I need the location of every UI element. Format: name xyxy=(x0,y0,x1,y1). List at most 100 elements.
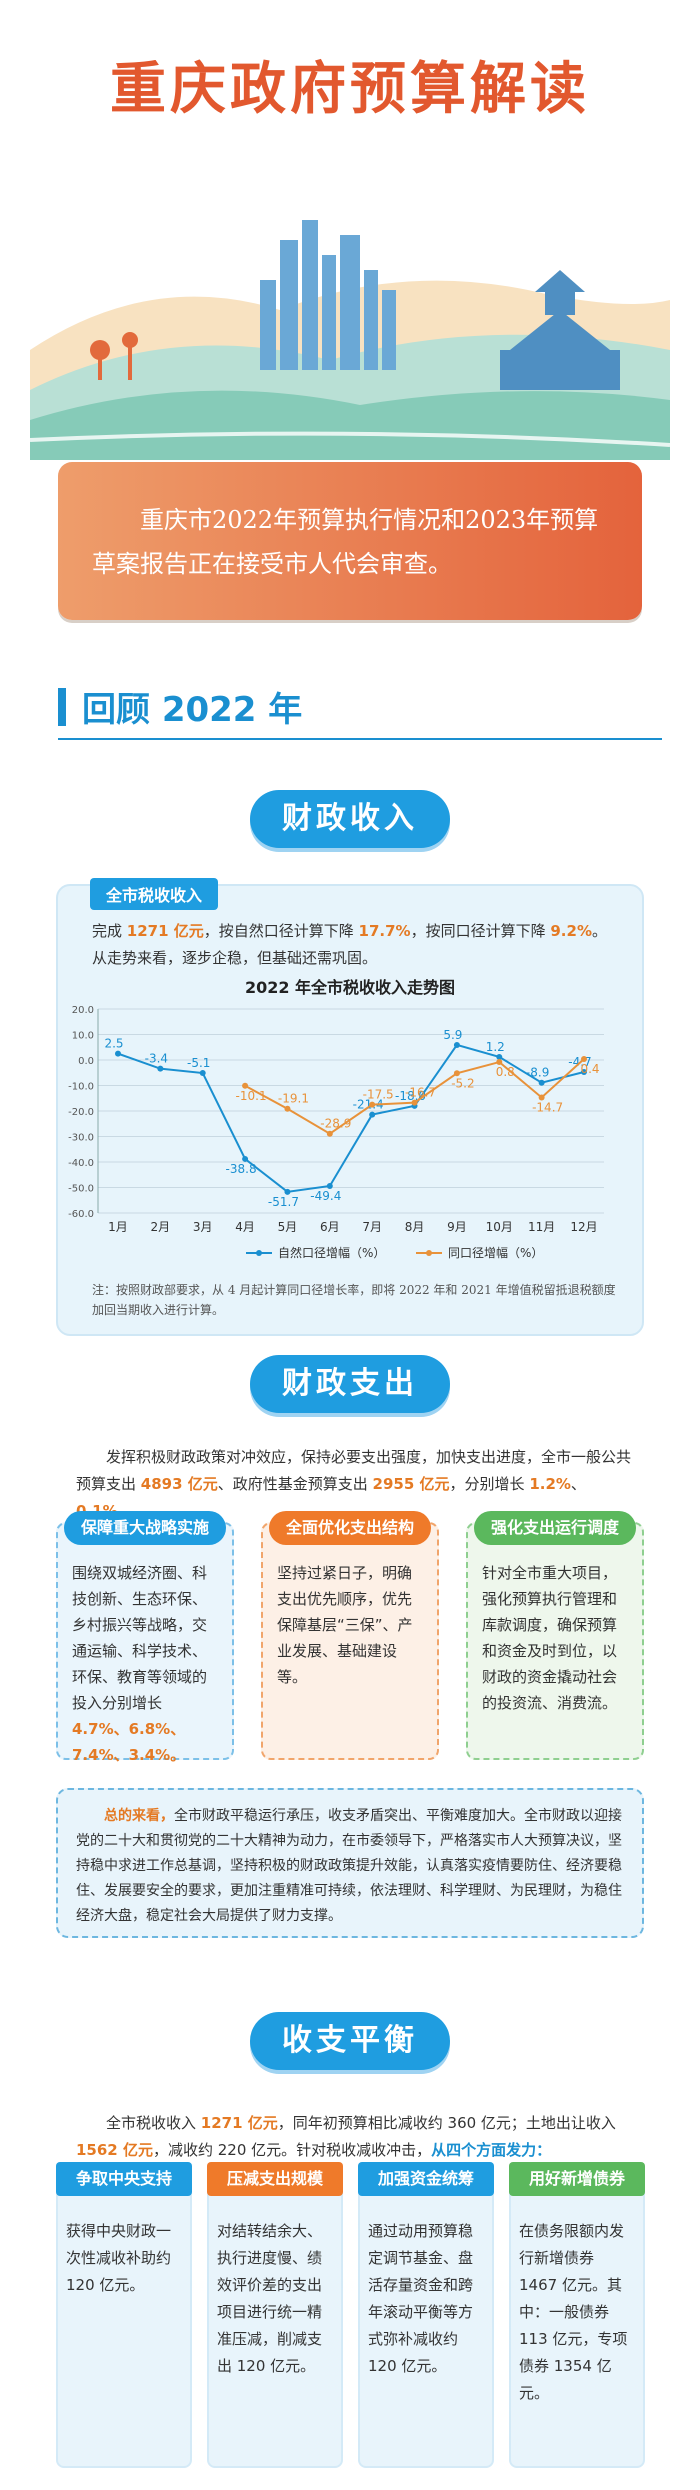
intro-text: 重庆市2022年预算执行情况和2023年预算草案报告正在接受市人代会审查。 xyxy=(92,506,599,578)
x-tick-label: 1月 xyxy=(108,1220,128,1234)
summary-lead: 总的来看， xyxy=(104,1808,174,1824)
intro-banner: 重庆市2022年预算执行情况和2023年预算草案报告正在接受市人代会审查。 xyxy=(58,462,642,620)
data-point xyxy=(242,1082,249,1089)
data-point xyxy=(538,1094,545,1101)
four-aspects: 从四个方面发力： xyxy=(431,2141,552,2159)
fund-coordination-title: 加强资金统筹 xyxy=(358,2162,494,2196)
y-tick-label: 0.0 xyxy=(78,1056,94,1067)
growth-rate-1: 1.2% xyxy=(529,1475,571,1493)
dispatch-card-title: 强化支出运行调度 xyxy=(474,1511,636,1545)
data-point xyxy=(326,1130,333,1137)
chart-grid xyxy=(98,1008,604,1214)
data-label: -16.7 xyxy=(405,1086,436,1100)
data-point xyxy=(496,1059,503,1066)
chart-series: 2.5-3.4 -5.1-38.8-51.7 -49.4-21.4-18.05.91… xyxy=(104,1028,599,1209)
data-label: 1.2 xyxy=(486,1040,505,1054)
summary-text: 总的来看，全市财政平稳运行承压，收支矛盾突出、平衡难度加大。全市财政以迎接党的二… xyxy=(76,1804,626,1929)
data-point xyxy=(369,1111,376,1118)
x-tick-label: 5月 xyxy=(278,1220,298,1234)
balance-description: 全市税收收入 1271 亿元，同年初预算相比减收约 360 亿元；土地出让收入 … xyxy=(76,2110,636,2164)
data-label: 0.8 xyxy=(496,1065,515,1079)
data-label: -21.4 xyxy=(353,1098,384,1112)
revenue-footnote: 注：按照财政部要求，从 4 月起计算同口径增长率，即将 2022 年和 2021… xyxy=(92,1283,616,1317)
data-point xyxy=(496,1053,503,1060)
y-tick-label: -20.0 xyxy=(68,1107,94,1118)
heading-underline xyxy=(58,738,662,740)
data-label: -38.8 xyxy=(226,1162,257,1176)
natural-decline: 17.7% xyxy=(358,922,411,940)
chart-title: 2022 年全市税收收入走势图 xyxy=(245,978,455,997)
chart-y-axis: 20.0 10.0 0.0 -10.0 -20.0 -30.0 -40.0 -50.0 -60.… xyxy=(68,1005,99,1220)
data-label: 5.9 xyxy=(443,1028,462,1042)
text-segment: 、 xyxy=(570,1475,586,1493)
fund-budget-amount: 2955 亿元 xyxy=(372,1475,450,1493)
data-point xyxy=(453,1041,460,1048)
legend-label: 自然口径增幅（%） xyxy=(278,1245,385,1260)
cut-spending-title: 压减支出规模 xyxy=(207,2162,343,2196)
data-label: -8.9 xyxy=(526,1066,549,1080)
central-support-card xyxy=(56,2172,192,2468)
data-label: -5.1 xyxy=(187,1056,210,1070)
legend-marker xyxy=(256,1250,262,1256)
x-tick-label: 10月 xyxy=(486,1220,513,1234)
data-label: -3.4 xyxy=(145,1052,168,1066)
new-bonds-title: 用好新增债券 xyxy=(509,2162,645,2196)
x-tick-label: 9月 xyxy=(447,1220,467,1234)
general-budget-amount: 4893 亿元 xyxy=(140,1475,218,1493)
fund-coordination-card xyxy=(358,2172,494,2468)
data-point xyxy=(284,1188,291,1195)
x-tick-label: 12月 xyxy=(570,1220,597,1234)
structure-card-text: 坚持过紧日子，明确支出优先顺序，优先保障基层“三保”、产业发展、基础建设等。 xyxy=(277,1564,413,1686)
data-label: -5.2 xyxy=(451,1076,474,1090)
revenue-amount: 1271 亿元 xyxy=(126,922,204,940)
text-segment: ，按自然口径计算下降 xyxy=(203,922,359,940)
text-segment: 全市财政平稳运行承压，收支矛盾突出、平衡难度加大。全市财政以迎接党的二十大和贯彻… xyxy=(76,1808,622,1924)
dispatch-card xyxy=(466,1522,644,1760)
same-basis-decline: 9.2% xyxy=(550,922,592,940)
new-bonds-card xyxy=(509,2172,645,2468)
text-segment: 发挥积极财政政策对冲效应，保持必要支出强度，加快支出进度，全市一般公共预算支出 xyxy=(76,1448,632,1493)
y-tick-label: -60.0 xyxy=(68,1209,94,1220)
legend-marker xyxy=(426,1250,432,1256)
new-bonds-text: 在债务限额内发行新增债券 1467 亿元。其中：一般债券 113 亿元，专项债券… xyxy=(519,2222,628,2402)
balance-pill: 收支平衡 xyxy=(250,2012,450,2070)
data-label: -10.1 xyxy=(236,1089,267,1103)
data-label: -28.9 xyxy=(320,1117,351,1131)
text-segment: ，按同口径计算下降 xyxy=(410,922,551,940)
chart-legend: 自然口径增幅（%） 同口径增幅（%） xyxy=(246,1245,543,1260)
revenue-description: 完成 1271 亿元，按自然口径计算下降 17.7%，按同口径计算下降 9.2%… xyxy=(92,918,620,972)
x-tick-label: 8月 xyxy=(405,1220,425,1234)
strategy-card xyxy=(56,1522,234,1760)
central-support-text: 获得中央财政一次性减收补助约 120 亿元。 xyxy=(66,2222,172,2294)
data-point xyxy=(581,1068,587,1075)
data-point xyxy=(411,1099,418,1106)
data-label: -19.1 xyxy=(278,1092,309,1106)
revenue-panel xyxy=(56,884,644,1336)
x-tick-label: 11月 xyxy=(528,1220,555,1234)
data-label: 2.5 xyxy=(104,1037,123,1051)
y-tick-label: -50.0 xyxy=(68,1184,94,1195)
fund-coordination-text: 通过动用预算稳定调节基金、盘活存量资金和跨年滚动平衡等方式弥补减收约 120 亿… xyxy=(368,2222,474,2375)
strategy-growth-rates: 4.7%、6.8%、7.4%、3.4%。 xyxy=(72,1720,186,1764)
chart-x-axis: 1月 2月 3月 4月 5月 6月 7月 8月 9月 10月 11月 12月 xyxy=(108,1220,597,1234)
land-amount: 1562 亿元 xyxy=(76,2141,153,2159)
city-skyline-illustration xyxy=(30,220,670,460)
expenditure-pill: 财政支出 xyxy=(250,1355,450,1413)
data-point xyxy=(242,1155,249,1162)
data-label: -51.7 xyxy=(268,1195,299,1209)
cut-spending-card xyxy=(207,2172,343,2468)
text-segment: 。从走势来看，逐步企稳，但基础还需巩固。 xyxy=(92,922,607,967)
series-line-1 xyxy=(117,1043,585,1193)
text-segment: ，分别增长 xyxy=(449,1475,530,1493)
strategy-card-text: 围绕双城经济圈、科技创新、生态环保、乡村振兴等战略，交通运输、科学技术、环保、教… xyxy=(72,1560,218,1768)
summary-box xyxy=(56,1788,644,1938)
x-tick-label: 3月 xyxy=(193,1220,213,1234)
data-label: -17.5 xyxy=(363,1088,394,1102)
cut-spending-text: 对结转结余大、执行进度慢、绩效评价差的支出项目进行统一精准压减，削减支出 120… xyxy=(217,2222,323,2375)
data-label: -49.4 xyxy=(310,1189,341,1203)
text-segment: ，减收约 220 亿元。针对税收减收冲击， xyxy=(152,2141,432,2159)
legend-label: 同口径增幅（%） xyxy=(448,1245,543,1260)
text-segment: 全市税收收入 xyxy=(106,2114,201,2132)
data-point xyxy=(115,1050,121,1057)
data-point xyxy=(326,1182,333,1189)
